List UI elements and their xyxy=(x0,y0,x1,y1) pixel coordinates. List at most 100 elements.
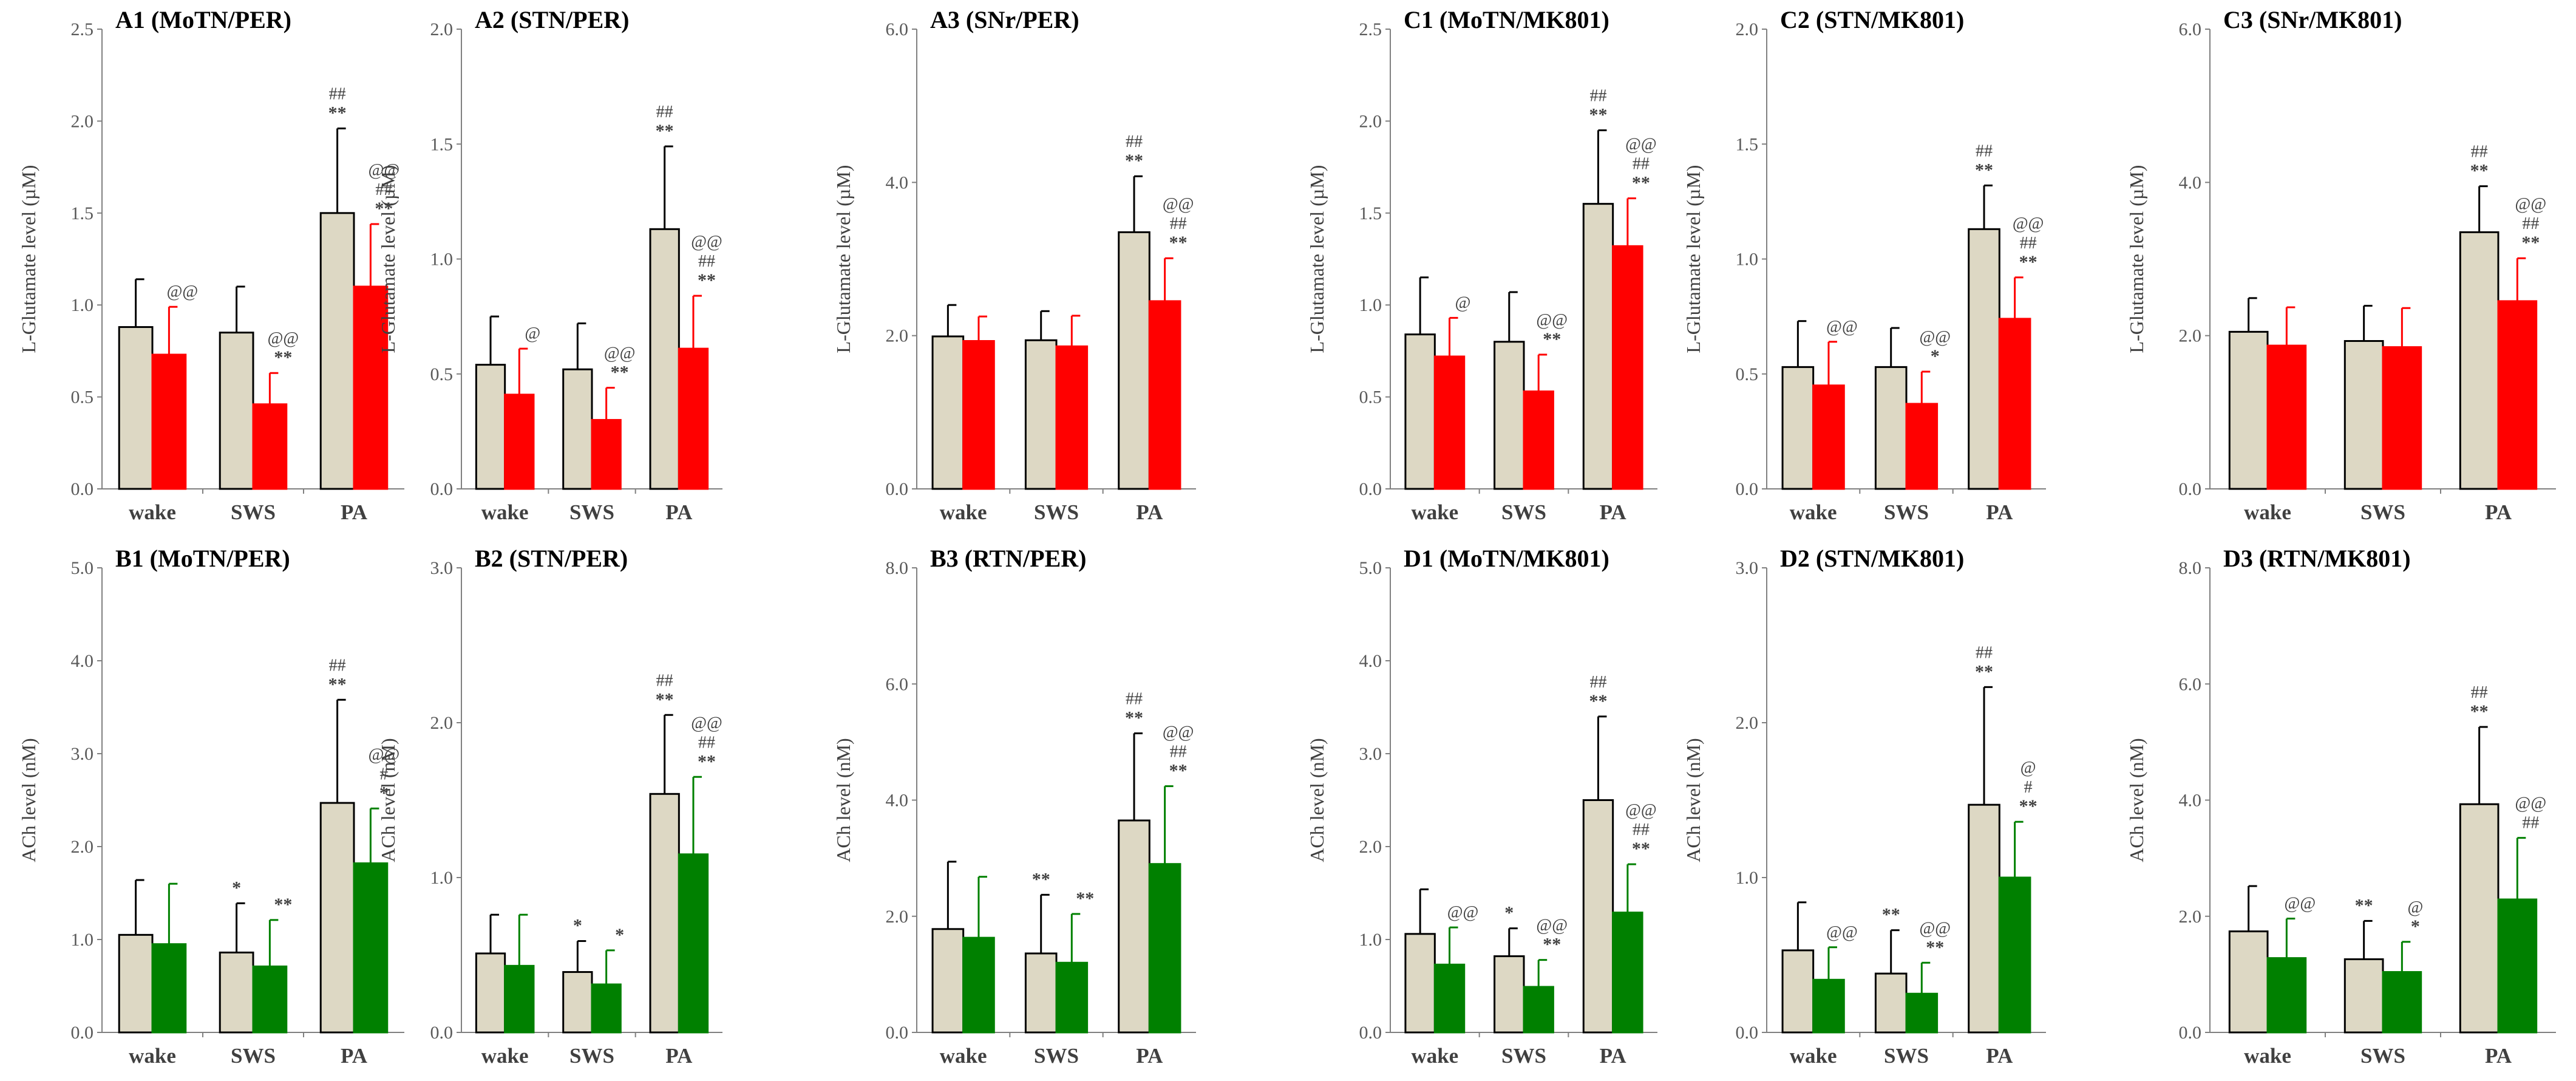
significance-mark: @@ xyxy=(1920,328,1951,347)
significance-mark: ## xyxy=(1976,643,1993,662)
x-category-label: SWS xyxy=(569,500,614,524)
significance-mark: ## xyxy=(2471,143,2488,162)
bar-treatment-sws xyxy=(252,403,288,490)
y-tick-label: 2.5 xyxy=(71,19,94,39)
bar-treatment-pa xyxy=(678,347,709,490)
y-tick-label: 2.0 xyxy=(886,326,909,346)
bar-control-sws xyxy=(219,332,254,490)
y-tick-label: 2.0 xyxy=(71,111,94,131)
significance-mark: @@ xyxy=(1536,311,1568,330)
bar-control-pa xyxy=(319,212,355,490)
chart-panel-d3: D3 (RTN/MK801) ACh level (nM) 0.0 2.0 4.0 6.0… xyxy=(2126,545,2556,1068)
significance-mark: ## xyxy=(698,733,715,752)
significance-mark: ** xyxy=(656,121,674,141)
significance-mark: ** xyxy=(375,199,393,219)
x-category-label: wake xyxy=(481,500,529,524)
y-tick-label: 2.0 xyxy=(2179,907,2202,927)
y-tick-label: 0.0 xyxy=(1736,1023,1759,1043)
bar-treatment-wake xyxy=(151,353,187,490)
bar-treatment-pa xyxy=(678,853,709,1034)
x-category-label: wake xyxy=(129,500,176,524)
bar-control-pa xyxy=(1582,799,1614,1034)
y-tick-label: 0.0 xyxy=(430,1023,454,1043)
significance-mark: @@ xyxy=(167,282,199,301)
y-tick-label: 0.0 xyxy=(886,479,909,499)
significance-mark: @@ xyxy=(604,344,636,363)
significance-mark: * xyxy=(615,925,624,945)
significance-mark: ** xyxy=(328,674,347,694)
significance-mark: * xyxy=(2411,916,2420,936)
y-tick-label: 0.5 xyxy=(430,364,454,384)
y-tick-label: 0.5 xyxy=(1359,387,1382,408)
bar-control-wake xyxy=(2228,930,2269,1034)
x-category-label: SWS xyxy=(2360,500,2405,524)
bar-control-wake xyxy=(118,326,154,490)
x-category-label: SWS xyxy=(1501,500,1546,524)
significance-mark: @ xyxy=(2407,898,2423,917)
bar-control-wake xyxy=(931,928,965,1034)
bar-control-wake xyxy=(475,364,506,490)
bar-treatment-sws xyxy=(1523,986,1554,1034)
bar-treatment-wake xyxy=(2266,344,2307,490)
significance-mark: ## xyxy=(329,656,346,675)
chart-panel-c1: C1 (MoTN/MK801) L-Glutamate level (µM) 0.0… xyxy=(1306,6,1657,524)
x-category-label: PA xyxy=(341,500,368,524)
x-category-label: PA xyxy=(341,1044,368,1068)
bar-treatment-sws xyxy=(252,965,288,1034)
significance-mark: ## xyxy=(1633,820,1650,839)
bar-control-wake xyxy=(2228,330,2269,490)
significance-mark: @@ xyxy=(1447,903,1479,922)
bar-treatment-wake xyxy=(1433,355,1466,490)
bar-control-sws xyxy=(562,368,593,490)
y-axis-label: ACh level (nM) xyxy=(1306,738,1328,862)
y-axis-label: L-Glutamate level (µM) xyxy=(1682,165,1704,353)
x-category-label: SWS xyxy=(231,1044,276,1068)
significance-mark: @@ xyxy=(1826,923,1858,942)
bar-treatment-pa xyxy=(1998,876,2031,1034)
y-axis-label: L-Glutamate level (µM) xyxy=(18,165,39,353)
significance-mark: @@ xyxy=(1625,801,1657,820)
panel-title: A2 (STN/PER) xyxy=(475,6,629,33)
significance-mark: ** xyxy=(698,270,716,290)
y-tick-label: 0.0 xyxy=(430,479,454,499)
bar-control-wake xyxy=(1404,333,1436,490)
bar-control-sws xyxy=(1494,341,1525,490)
significance-mark: @@ xyxy=(1625,135,1657,154)
significance-mark: ** xyxy=(1589,105,1607,125)
significance-mark: @@ xyxy=(1536,916,1568,935)
y-tick-label: 0.0 xyxy=(71,479,94,499)
bar-treatment-pa xyxy=(2497,300,2538,490)
bar-treatment-pa xyxy=(1148,863,1181,1034)
significance-mark: ## xyxy=(1126,132,1143,151)
significance-mark: ## xyxy=(2522,214,2539,233)
x-category-label: SWS xyxy=(1884,1044,1929,1068)
significance-mark: ** xyxy=(1926,937,1944,957)
significance-mark: @@ xyxy=(268,329,299,348)
significance-mark: * xyxy=(1504,903,1514,923)
x-category-label: PA xyxy=(2485,1044,2512,1068)
chart-panel-d2: D2 (STN/MK801) ACh level (nM) 0.0 1.0 2.0 3.0… xyxy=(1682,545,2046,1068)
significance-mark: @ xyxy=(2020,759,2036,777)
x-category-label: PA xyxy=(1600,1044,1627,1068)
significance-mark: * xyxy=(1931,346,1940,366)
x-category-label: wake xyxy=(1790,500,1837,524)
x-category-label: SWS xyxy=(2360,1044,2405,1068)
y-tick-label: 2.0 xyxy=(430,19,454,39)
panel-title: C3 (SNr/MK801) xyxy=(2223,6,2402,33)
panel-title: A3 (SNr/PER) xyxy=(930,6,1079,33)
bar-control-pa xyxy=(1968,228,2000,490)
panel-title: B3 (RTN/PER) xyxy=(930,545,1086,572)
significance-mark: ## xyxy=(1126,690,1143,709)
x-category-label: SWS xyxy=(1034,500,1079,524)
bar-treatment-pa xyxy=(1612,912,1643,1034)
significance-mark: @@ xyxy=(2515,794,2547,813)
x-category-label: wake xyxy=(2244,1044,2291,1068)
y-tick-label: 3.0 xyxy=(1736,558,1759,578)
bar-treatment-wake xyxy=(1812,978,1845,1034)
bar-treatment-wake xyxy=(962,936,995,1034)
x-category-label: wake xyxy=(940,1044,987,1068)
y-tick-label: 1.0 xyxy=(430,250,454,270)
y-axis-label: ACh level (nM) xyxy=(832,738,854,862)
bar-control-sws xyxy=(219,951,254,1034)
significance-mark: @ xyxy=(1455,293,1471,312)
